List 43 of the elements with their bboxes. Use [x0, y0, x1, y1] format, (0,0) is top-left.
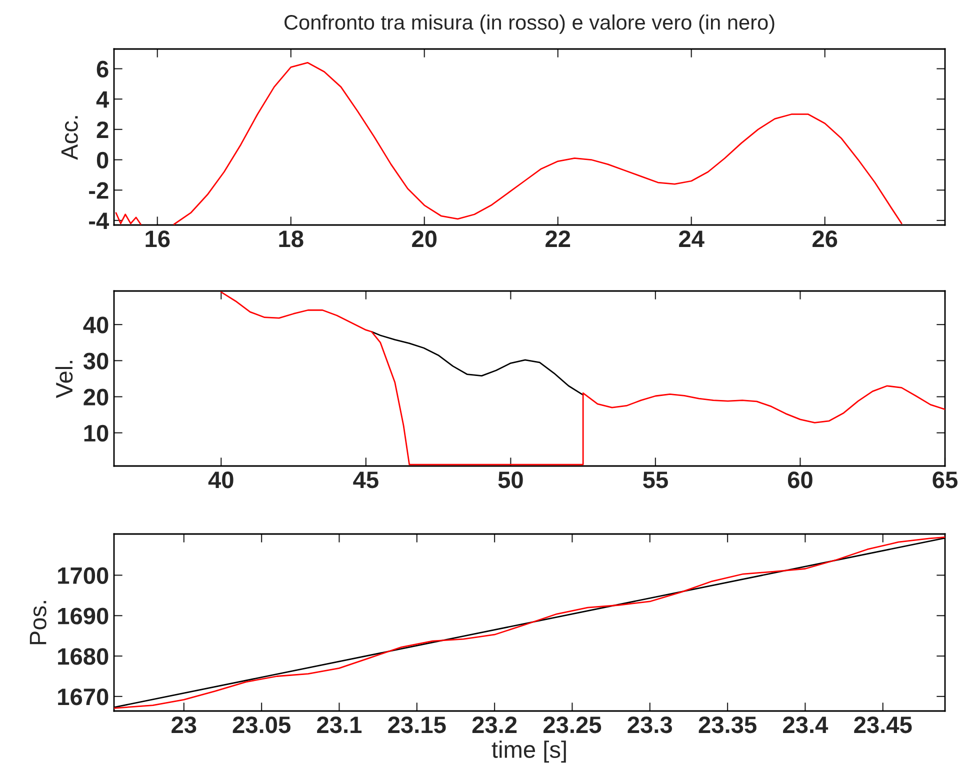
x-tick-label: 22	[546, 230, 570, 247]
x-tick-label: 23.3	[628, 716, 672, 734]
x-axis-title: time [s]	[492, 740, 566, 763]
y-tick-label: 2	[96, 121, 108, 138]
x-tick-label: 45	[353, 472, 378, 488]
y-tick-label: 4	[96, 91, 110, 108]
x-tick-label: 60	[788, 471, 812, 488]
x-tick-label: 20	[412, 230, 437, 248]
x-tick-label: 55	[643, 472, 668, 488]
y-axis-title: Pos.	[30, 601, 46, 644]
x-tick-label: 23.45	[854, 716, 912, 734]
y-tick-label: -4	[89, 212, 110, 230]
y-tick-label: 30	[83, 352, 108, 370]
line-series	[371, 331, 584, 396]
x-tick-label: 24	[679, 230, 704, 247]
y-tick-label: 1690	[58, 608, 108, 624]
x-tick-label: 50	[498, 471, 523, 488]
y-axis-title: Vel.	[55, 360, 73, 398]
line-series	[220, 291, 945, 466]
y-tick-label: 6	[96, 60, 108, 78]
x-tick-label: 23	[172, 716, 196, 734]
x-tick-label: 23.05	[232, 716, 290, 734]
y-tick-label: 1700	[58, 567, 108, 584]
x-tick-label: 23.2	[472, 716, 517, 734]
x-tick-label: 23.4	[783, 716, 828, 734]
x-tick-label: 23.35	[698, 716, 756, 734]
x-tick-label: 23.1	[317, 716, 362, 734]
x-tick-label: 23.15	[388, 716, 446, 734]
y-tick-label: -2	[89, 182, 108, 199]
chart-title: Confronto tra misura (in rosso) e valore vero (in nero)	[284, 14, 774, 34]
y-tick-label: 0	[96, 152, 108, 169]
x-tick-label: 26	[812, 230, 838, 248]
y-axis-title: Acc.	[61, 116, 78, 160]
x-tick-label: 16	[146, 230, 170, 248]
x-tick-label: 65	[932, 471, 958, 488]
x-tick-label: 18	[279, 230, 304, 248]
x-tick-label: 23.25	[543, 716, 602, 734]
y-tick-label: 1670	[58, 688, 108, 706]
y-tick-label: 40	[83, 316, 108, 334]
y-tick-label: 1680	[58, 648, 108, 665]
y-tick-label: 20	[84, 388, 108, 406]
x-tick-label: 40	[208, 471, 234, 488]
y-tick-label: 10	[84, 424, 108, 442]
